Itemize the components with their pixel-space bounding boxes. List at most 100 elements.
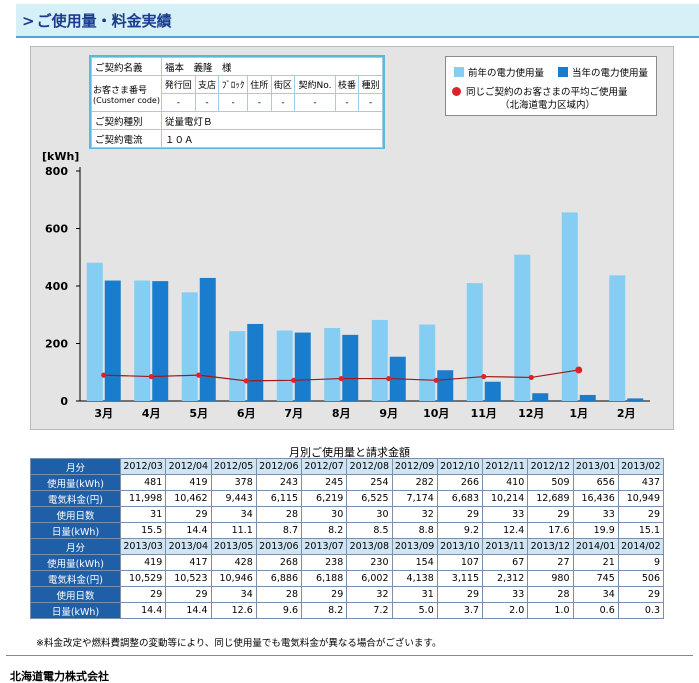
month-cell: 2013/10 bbox=[436, 538, 484, 555]
value-cell: 32 bbox=[391, 506, 438, 523]
value-cell: 7,174 bbox=[391, 490, 438, 507]
value-cell: 417 bbox=[165, 554, 212, 571]
value-cell: 30 bbox=[346, 506, 393, 523]
value-cell: 10,529 bbox=[119, 570, 167, 587]
value-cell: 10,949 bbox=[617, 490, 665, 507]
value-cell: 419 bbox=[119, 554, 167, 571]
row-label: 電気料金(円) bbox=[30, 490, 121, 507]
chart-legend: 前年の電力使用量 当年の電力使用量 同じご契約のお客さまの平均ご使用量 （北海道… bbox=[445, 56, 657, 116]
row-label: 使用量(kWh) bbox=[30, 474, 121, 491]
month-cell: 2014/02 bbox=[617, 538, 665, 555]
code-header: 住所 bbox=[247, 75, 272, 94]
value-cell: 7.2 bbox=[346, 602, 393, 619]
month-cell: 2012/11 bbox=[481, 458, 529, 475]
value-cell: 8.8 bbox=[391, 522, 438, 539]
value-cell: 29 bbox=[119, 586, 167, 603]
value-cell: 15.5 bbox=[119, 522, 167, 539]
value-cell: 30 bbox=[300, 506, 348, 523]
contract-name-label: ご契約名義 bbox=[91, 57, 162, 76]
value-cell: 6,886 bbox=[255, 570, 303, 587]
y-tick-label: 400 bbox=[45, 280, 68, 293]
usage-table: 月分 2012/03 2012/04 2012/05 2012/06 2012/07 201… bbox=[30, 458, 665, 619]
value-cell: 8.2 bbox=[300, 522, 348, 539]
value-cell: 266 bbox=[436, 474, 484, 491]
month-cell: 2012/10 bbox=[436, 458, 484, 475]
table-row: 使用日数 31 29 34 28 30 30 32 29 33 29 33 29 bbox=[30, 506, 665, 523]
legend-this-year: 当年の電力使用量 bbox=[558, 65, 648, 79]
month-cell: 2012/12 bbox=[527, 458, 574, 475]
code-value: - bbox=[294, 93, 336, 112]
value-cell: 28 bbox=[255, 586, 303, 603]
row-label: 使用量(kWh) bbox=[30, 554, 121, 571]
legend-average-region: （北海道電力区域内） bbox=[500, 97, 595, 111]
month-cell: 2013/12 bbox=[527, 538, 574, 555]
value-cell: 29 bbox=[165, 506, 212, 523]
month-cell: 2013/01 bbox=[572, 458, 619, 475]
value-cell: 506 bbox=[617, 570, 665, 587]
value-cell: 67 bbox=[481, 554, 529, 571]
value-cell: 28 bbox=[255, 506, 303, 523]
value-cell: 12,689 bbox=[527, 490, 574, 507]
value-cell: 29 bbox=[300, 586, 348, 603]
contract-info-box: ご契約名義 福本 義隆 様 お客さま番号 (Customer code) 発行回… bbox=[89, 55, 385, 149]
value-cell: 9.6 bbox=[255, 602, 303, 619]
value-cell: 8.2 bbox=[300, 602, 348, 619]
code-value: - bbox=[160, 93, 196, 112]
value-cell: 4,138 bbox=[391, 570, 438, 587]
table-row: 使用量(kWh) 481 419 378 243 245 254 282 266 410 509 65… bbox=[30, 474, 665, 491]
bar-this-year bbox=[247, 323, 264, 401]
bar-this-year bbox=[199, 277, 216, 401]
month-cell: 2013/08 bbox=[346, 538, 393, 555]
value-cell: 11.1 bbox=[210, 522, 257, 539]
row-label: 日量(kWh) bbox=[30, 522, 121, 539]
value-cell: 245 bbox=[300, 474, 348, 491]
customer-code-label-en: (Customer code) bbox=[93, 95, 160, 105]
x-tick-label: 9月 bbox=[379, 407, 398, 420]
x-tick-label: 10月 bbox=[423, 407, 449, 420]
x-tick-label: 8月 bbox=[332, 407, 351, 420]
page-header: > ご使用量・料金実績 bbox=[16, 4, 699, 38]
average-point bbox=[243, 378, 249, 384]
legend-average: 同じご契約のお客さまの平均ご使用量 bbox=[452, 84, 628, 98]
value-cell: 29 bbox=[436, 506, 484, 523]
row-label: 日量(kWh) bbox=[30, 602, 121, 619]
divider bbox=[6, 655, 693, 656]
average-point bbox=[528, 374, 534, 381]
value-cell: 268 bbox=[255, 554, 303, 571]
code-header: 街区 bbox=[270, 75, 296, 94]
average-point bbox=[481, 373, 487, 380]
contract-type-value: 従量電灯Ｂ bbox=[160, 111, 384, 130]
value-cell: 14.4 bbox=[165, 602, 212, 619]
average-point bbox=[148, 373, 154, 380]
month-label: 月分 bbox=[30, 458, 121, 475]
contract-current-label: ご契約電流 bbox=[91, 129, 162, 148]
x-tick-label: 7月 bbox=[284, 407, 303, 420]
bar-this-year bbox=[104, 280, 121, 401]
bar-prev-year bbox=[229, 331, 246, 401]
month-cell: 2012/07 bbox=[300, 458, 348, 475]
value-cell: 29 bbox=[617, 506, 665, 523]
value-cell: 154 bbox=[391, 554, 438, 571]
legend-avg-region-label: （北海道電力区域内） bbox=[500, 100, 596, 111]
bar-this-year bbox=[152, 281, 169, 401]
value-cell: 107 bbox=[436, 554, 484, 571]
value-cell: 3.7 bbox=[436, 602, 484, 619]
month-cell: 2012/04 bbox=[165, 458, 212, 475]
value-cell: 428 bbox=[210, 554, 257, 571]
average-point bbox=[575, 366, 583, 374]
bar-this-year bbox=[342, 334, 359, 401]
value-cell: 11,998 bbox=[119, 490, 167, 507]
value-cell: 29 bbox=[527, 506, 574, 523]
value-cell: 1.0 bbox=[527, 602, 574, 619]
bar-this-year bbox=[532, 393, 549, 401]
month-cell: 2012/03 bbox=[119, 458, 167, 475]
value-cell: 12.6 bbox=[210, 602, 257, 619]
value-cell: 15.1 bbox=[617, 522, 665, 539]
bar-prev-year bbox=[134, 280, 151, 401]
x-tick-label: 5月 bbox=[189, 407, 208, 420]
code-value: - bbox=[247, 93, 272, 112]
value-cell: 9.2 bbox=[436, 522, 484, 539]
bar-prev-year bbox=[371, 319, 388, 401]
legend-prev-label: 前年の電力使用量 bbox=[468, 68, 545, 79]
bar-this-year bbox=[484, 381, 501, 401]
